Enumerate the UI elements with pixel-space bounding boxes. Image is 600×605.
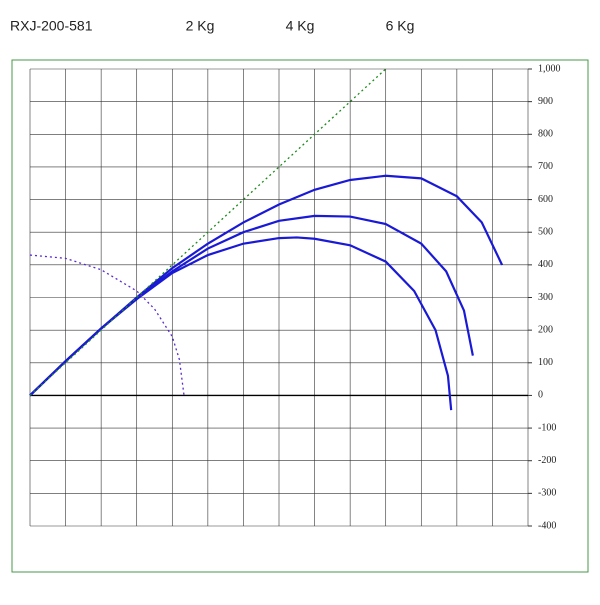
legend-label: 4 Kg xyxy=(286,18,315,34)
y-tick-label: 200 xyxy=(538,324,553,335)
chart-frame xyxy=(11,59,589,573)
legend-label: 2 Kg xyxy=(186,18,215,34)
y-tick-label: 800 xyxy=(538,129,553,140)
y-tick-label: 400 xyxy=(538,259,553,270)
chart-title: RXJ-200-581 xyxy=(10,18,93,34)
y-tick-label: 500 xyxy=(538,227,553,238)
y-tick-label: 900 xyxy=(538,96,553,107)
legend-label: 6 Kg xyxy=(386,18,415,34)
line xyxy=(29,254,185,396)
y-tick-label: 300 xyxy=(538,292,553,303)
y-tick-label: -300 xyxy=(538,488,556,499)
line xyxy=(29,236,453,411)
y-tick-label: 0 xyxy=(538,390,543,401)
y-tick-label: -400 xyxy=(538,520,556,531)
y-tick-label: 1,000 xyxy=(538,63,561,74)
y-tick-label: 600 xyxy=(538,194,553,205)
y-tick-label: -200 xyxy=(538,455,556,466)
line xyxy=(29,174,504,397)
y-tick-label: 100 xyxy=(538,357,553,368)
y-tick-label: 700 xyxy=(538,161,553,172)
line xyxy=(29,68,387,396)
y-tick-label: -100 xyxy=(538,422,556,433)
